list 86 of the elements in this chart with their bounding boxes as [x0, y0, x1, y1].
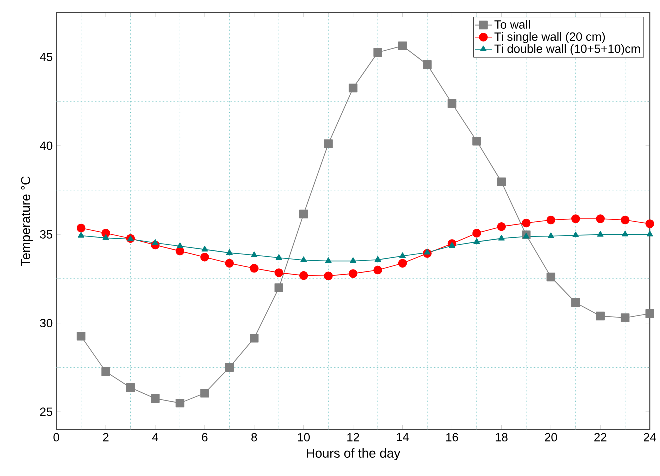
point: [250, 334, 259, 343]
point: [102, 234, 110, 240]
point: [423, 60, 432, 70]
point: [374, 48, 382, 57]
point: [250, 264, 259, 273]
point: [498, 234, 505, 241]
point: [226, 249, 233, 255]
point: [299, 271, 308, 280]
x-tick-label: 4: [152, 433, 158, 442]
y-tick-label: 25: [40, 408, 53, 416]
point: [449, 242, 456, 248]
point: [596, 214, 605, 224]
point: [620, 313, 630, 322]
point: [78, 232, 85, 238]
point: [572, 298, 580, 308]
point: [126, 383, 136, 392]
legend-label: To wall: [494, 20, 530, 29]
point: [176, 398, 185, 408]
point: [324, 139, 333, 148]
point: [646, 219, 654, 228]
x-tick-label: 24: [644, 433, 656, 442]
point: [522, 218, 531, 228]
point: [572, 214, 580, 224]
x-tick-label: 14: [397, 433, 410, 442]
y-tick-label: 40: [40, 142, 53, 150]
point: [548, 232, 554, 238]
point: [76, 224, 86, 232]
point: [225, 363, 234, 372]
point: [646, 230, 654, 236]
point: [325, 257, 332, 264]
point: [472, 228, 482, 238]
x-tick-label: 18: [496, 433, 508, 442]
point: [497, 178, 506, 186]
point: [76, 332, 86, 341]
point: [200, 388, 210, 398]
legend-label: Ti double wall (10+5+10)cm: [494, 44, 640, 56]
point: [251, 252, 258, 258]
point: [200, 252, 210, 262]
point: [646, 309, 654, 318]
point: [424, 248, 431, 255]
point: [324, 272, 333, 280]
point: [546, 216, 556, 224]
x-tick-label: 2: [103, 433, 109, 442]
point: [300, 256, 308, 262]
x-axis-title: Hours of the day: [307, 448, 401, 460]
point: [350, 257, 357, 264]
point: [474, 238, 480, 244]
x-tick-label: 0: [54, 433, 60, 442]
point: [596, 312, 605, 320]
y-tick-label: 45: [40, 52, 53, 62]
point: [622, 230, 629, 236]
point: [102, 367, 110, 376]
point: [299, 210, 308, 218]
point: [620, 216, 630, 224]
y-tick-label: 30: [40, 318, 53, 328]
point: [225, 258, 234, 268]
x-tick-label: 12: [348, 433, 360, 442]
point: [274, 268, 284, 278]
point: [151, 394, 160, 403]
legend-label: Ti single wall (20 cm): [494, 32, 606, 44]
point: [348, 84, 358, 92]
point: [597, 230, 604, 237]
point: [276, 254, 282, 260]
point: [572, 232, 580, 238]
point: [274, 283, 284, 292]
y-axis-title: Temperature °C: [21, 176, 33, 266]
y-tick-label: 35: [40, 230, 53, 239]
point: [497, 222, 506, 232]
x-tick-label: 20: [545, 433, 558, 442]
point: [202, 246, 208, 252]
point: [472, 136, 482, 146]
point: [448, 99, 457, 108]
x-tick-label: 10: [298, 433, 310, 442]
point: [398, 42, 408, 50]
point: [348, 269, 358, 278]
point: [546, 272, 556, 282]
point: [398, 258, 408, 268]
x-tick-label: 8: [252, 433, 258, 442]
x-tick-label: 6: [202, 433, 208, 442]
x-tick-label: 16: [446, 433, 458, 442]
x-tick-label: 22: [594, 433, 607, 442]
point: [400, 252, 406, 258]
point: [374, 256, 382, 262]
point: [176, 242, 184, 248]
point: [152, 239, 159, 245]
point: [374, 266, 382, 274]
